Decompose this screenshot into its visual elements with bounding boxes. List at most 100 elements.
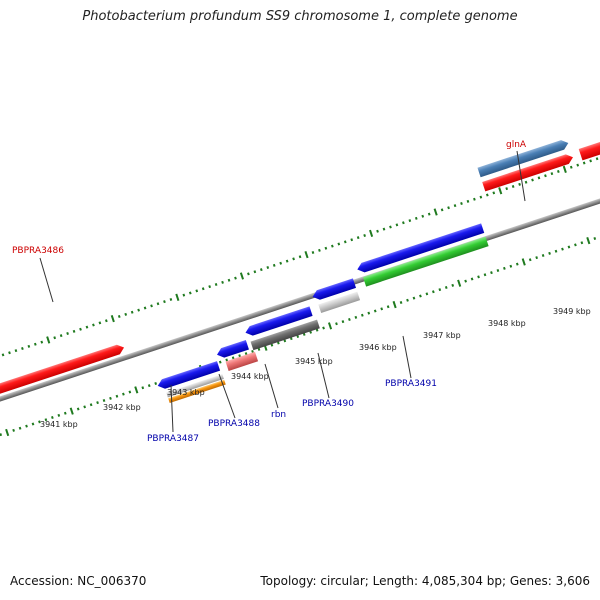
minor-tick <box>348 317 351 321</box>
major-tick <box>586 236 591 245</box>
minor-tick <box>386 305 390 309</box>
minor-tick <box>509 264 513 268</box>
leader-glnA <box>516 150 526 202</box>
minor-tick <box>503 266 506 270</box>
gene-PBPRA3490-a[interactable] <box>318 291 361 314</box>
minor-tick <box>557 170 560 174</box>
major-tick <box>521 258 526 266</box>
minor-tick <box>595 157 599 161</box>
gene-PBPRA3486[interactable] <box>0 343 126 401</box>
gene-next[interactable] <box>578 140 600 161</box>
minor-tick <box>96 401 99 405</box>
minor-tick <box>419 294 422 298</box>
minor-tick <box>421 214 425 218</box>
gene-PBPRA3487-b[interactable] <box>168 379 226 404</box>
major-tick <box>498 187 503 195</box>
minor-tick <box>360 313 364 317</box>
minor-tick <box>38 420 41 424</box>
minor-tick <box>485 193 489 197</box>
minor-tick <box>380 307 384 311</box>
gene-PBPRA3487[interactable] <box>156 361 221 391</box>
minor-tick <box>156 302 160 306</box>
gene-rbn[interactable] <box>244 306 313 337</box>
minor-tick <box>451 283 455 287</box>
backbone <box>0 191 600 409</box>
major-tick <box>304 251 309 259</box>
minor-tick <box>541 254 545 258</box>
minor-tick <box>574 243 577 247</box>
minor-tick <box>169 297 173 301</box>
minor-tick <box>554 249 558 253</box>
tick-label: 3942 kbp <box>103 403 141 412</box>
label-PBPRA3488: PBPRA3488 <box>208 419 260 429</box>
bottom-tick-track <box>0 234 600 437</box>
minor-tick <box>238 354 241 358</box>
minor-tick <box>582 161 586 165</box>
minor-tick <box>331 244 334 248</box>
top-tick-track <box>1 157 599 357</box>
minor-tick <box>492 191 496 195</box>
minor-tick <box>21 346 24 350</box>
gene-PBPRA3491[interactable] <box>356 223 485 274</box>
minor-tick <box>406 298 409 302</box>
minor-tick <box>376 229 379 233</box>
gene-PBPRA3488-a[interactable] <box>225 351 259 371</box>
major-tick <box>69 407 74 415</box>
minor-tick <box>188 291 192 295</box>
leader-PBPRA3491 <box>402 335 412 379</box>
minor-tick <box>535 256 539 260</box>
kbp-tick-labels: 3941 kbp 3942 kbp 3943 kbp 3944 kbp 3945… <box>40 307 591 429</box>
major-tick <box>392 300 397 309</box>
label-leaders <box>39 150 526 433</box>
minor-tick <box>109 396 112 400</box>
tick-label: 3941 kbp <box>40 420 78 429</box>
minor-tick <box>266 265 270 269</box>
minor-tick <box>315 328 319 332</box>
minor-tick <box>292 257 295 261</box>
minor-tick <box>479 195 483 199</box>
gene-PBPRA3490[interactable] <box>311 278 357 301</box>
minor-tick <box>477 275 480 279</box>
minor-tick <box>373 309 377 313</box>
gene-PBPRA3487-a[interactable] <box>166 374 224 398</box>
minor-tick <box>318 248 321 252</box>
major-tick <box>457 279 462 287</box>
tick-label: 3946 kbp <box>359 343 397 352</box>
minor-tick <box>453 204 457 208</box>
minor-tick <box>524 180 528 184</box>
minor-tick <box>350 238 354 242</box>
minor-tick <box>432 290 435 294</box>
major-tick <box>327 322 333 330</box>
minor-tick <box>311 251 315 255</box>
minor-tick <box>272 263 276 267</box>
minor-tick <box>257 347 261 351</box>
minor-tick <box>51 416 54 420</box>
minor-tick <box>1 353 5 357</box>
minor-tick <box>395 223 399 227</box>
accession-label: Accession: NC_006370 <box>10 574 147 588</box>
minor-tick <box>343 240 347 244</box>
minor-tick <box>438 288 442 292</box>
minor-tick <box>277 341 280 345</box>
minor-tick <box>137 308 140 312</box>
tick-label: 3948 kbp <box>488 319 526 328</box>
minor-tick <box>225 358 229 362</box>
minor-tick <box>102 399 106 403</box>
gene-glnA-cds[interactable] <box>482 152 574 192</box>
minor-tick <box>414 216 418 220</box>
minor-tick <box>425 292 429 296</box>
leader-PBPRA3490 <box>317 352 330 399</box>
major-tick <box>175 293 180 301</box>
label-glnA: glnA <box>506 140 527 150</box>
minor-tick <box>89 403 93 407</box>
minor-tick <box>460 202 463 206</box>
minor-tick <box>298 255 302 259</box>
gene-PBPRA3488[interactable] <box>215 340 249 360</box>
minor-tick <box>550 172 554 176</box>
gene-PBPRA3491-a[interactable] <box>362 236 489 287</box>
gene-rbn-a[interactable] <box>250 319 320 351</box>
gene-glnA[interactable] <box>477 138 569 178</box>
major-tick <box>134 386 139 394</box>
minor-tick <box>279 261 283 265</box>
